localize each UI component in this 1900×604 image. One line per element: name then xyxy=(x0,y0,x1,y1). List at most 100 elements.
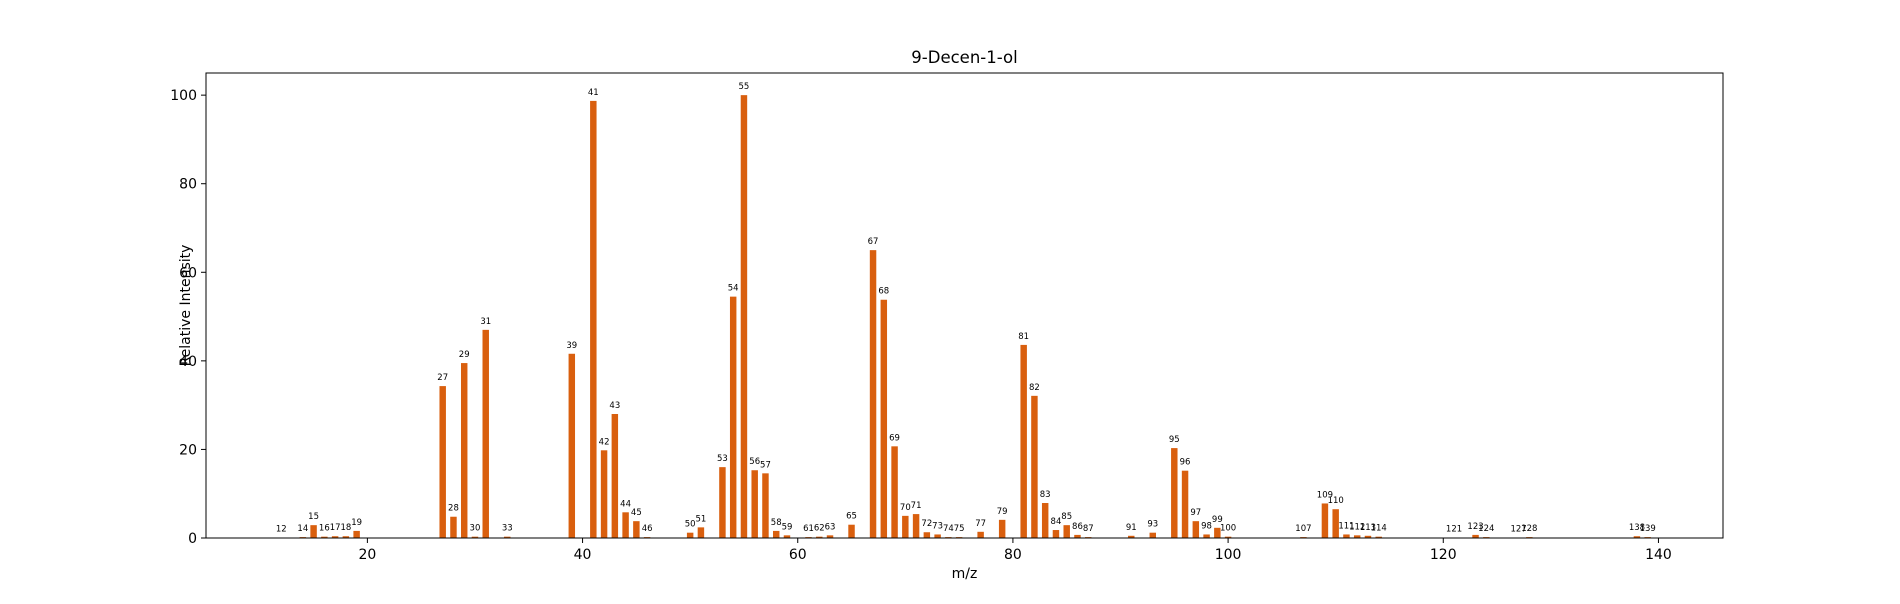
bar-label-mz-42: 42 xyxy=(599,437,610,447)
bar-label-mz-53: 53 xyxy=(717,454,728,464)
bar-mz-97 xyxy=(1193,521,1199,538)
bar-mz-15 xyxy=(310,525,316,538)
bar-label-mz-67: 67 xyxy=(868,237,879,247)
bar-label-mz-62: 62 xyxy=(814,524,825,534)
bar-label-mz-139: 139 xyxy=(1640,524,1656,534)
bar-mz-109 xyxy=(1322,503,1328,538)
bar-label-mz-77: 77 xyxy=(975,519,986,529)
bar-mz-50 xyxy=(687,533,693,538)
bar-label-mz-17: 17 xyxy=(330,523,341,533)
bar-label-mz-73: 73 xyxy=(932,521,943,531)
bar-label-mz-79: 79 xyxy=(997,507,1008,517)
bar-label-mz-110: 110 xyxy=(1328,496,1344,506)
bar-mz-65 xyxy=(848,525,854,538)
bar-mz-51 xyxy=(698,527,704,538)
bar-label-mz-54: 54 xyxy=(728,284,739,294)
y-tick-label: 100 xyxy=(170,88,197,104)
x-tick-label: 100 xyxy=(1215,547,1242,563)
bar-mz-67 xyxy=(870,250,876,538)
x-tick-label: 40 xyxy=(574,547,592,563)
bar-mz-72 xyxy=(924,532,930,538)
bar-label-mz-63: 63 xyxy=(825,522,836,532)
x-tick-label: 80 xyxy=(1004,547,1022,563)
bar-label-mz-45: 45 xyxy=(631,508,642,518)
bar-label-mz-57: 57 xyxy=(760,460,771,470)
bar-mz-84 xyxy=(1053,530,1059,538)
bar-mz-58 xyxy=(773,531,779,538)
bar-mz-68 xyxy=(881,300,887,538)
bar-label-mz-96: 96 xyxy=(1180,458,1191,468)
bar-mz-93 xyxy=(1150,533,1156,538)
bar-label-mz-55: 55 xyxy=(739,82,750,92)
bar-mz-95 xyxy=(1171,448,1177,538)
y-tick-label: 20 xyxy=(179,442,197,458)
bar-label-mz-85: 85 xyxy=(1061,512,1072,522)
bar-label-mz-97: 97 xyxy=(1190,508,1201,518)
bar-label-mz-100: 100 xyxy=(1220,524,1236,534)
bar-label-mz-46: 46 xyxy=(642,524,653,534)
bar-mz-77 xyxy=(977,532,983,538)
y-tick-label: 0 xyxy=(188,531,197,547)
bar-mz-39 xyxy=(569,354,575,538)
bar-label-mz-124: 124 xyxy=(1478,524,1494,534)
bar-mz-69 xyxy=(891,446,897,538)
bar-mz-85 xyxy=(1063,525,1069,538)
chart-title: 9-Decen-1-ol xyxy=(911,48,1017,67)
bar-mz-27 xyxy=(439,386,445,538)
bar-mz-79 xyxy=(999,520,1005,538)
bar-label-mz-28: 28 xyxy=(448,504,459,514)
bar-label-mz-33: 33 xyxy=(502,524,513,534)
bar-mz-19 xyxy=(353,531,359,538)
bar-label-mz-84: 84 xyxy=(1051,517,1062,527)
bar-mz-45 xyxy=(633,521,639,538)
bar-label-mz-29: 29 xyxy=(459,350,470,360)
bar-label-mz-87: 87 xyxy=(1083,524,1094,534)
bar-label-mz-27: 27 xyxy=(437,373,448,383)
bar-label-mz-121: 121 xyxy=(1446,525,1462,535)
bar-label-mz-95: 95 xyxy=(1169,435,1180,445)
bar-label-mz-93: 93 xyxy=(1147,520,1158,530)
bar-mz-111 xyxy=(1343,534,1349,538)
bar-label-mz-16: 16 xyxy=(319,524,330,534)
bar-label-mz-39: 39 xyxy=(566,341,577,351)
bar-label-mz-128: 128 xyxy=(1521,524,1537,534)
bar-mz-83 xyxy=(1042,503,1048,538)
bar-label-mz-91: 91 xyxy=(1126,523,1137,533)
bar-label-mz-12: 12 xyxy=(276,525,287,535)
bar-label-mz-98: 98 xyxy=(1201,521,1212,531)
bar-label-mz-19: 19 xyxy=(351,518,362,528)
bar-label-mz-75: 75 xyxy=(954,524,965,534)
bar-mz-98 xyxy=(1203,534,1209,538)
bar-label-mz-81: 81 xyxy=(1018,332,1029,342)
bar-label-mz-68: 68 xyxy=(878,287,889,297)
x-tick-label: 60 xyxy=(789,547,807,563)
bar-label-mz-83: 83 xyxy=(1040,490,1051,500)
bar-label-mz-61: 61 xyxy=(803,524,814,534)
bar-label-mz-41: 41 xyxy=(588,88,599,98)
bar-mz-54 xyxy=(730,297,736,538)
bar-mz-96 xyxy=(1182,471,1188,538)
x-tick-label: 120 xyxy=(1430,547,1457,563)
bar-label-mz-107: 107 xyxy=(1295,524,1311,534)
bar-mz-44 xyxy=(622,512,628,538)
bar-label-mz-86: 86 xyxy=(1072,522,1083,532)
bar-label-mz-51: 51 xyxy=(695,514,706,524)
bar-mz-71 xyxy=(913,514,919,538)
bar-mz-82 xyxy=(1031,396,1037,538)
bar-mz-43 xyxy=(612,414,618,538)
bar-label-mz-71: 71 xyxy=(911,501,922,511)
bar-label-mz-70: 70 xyxy=(900,503,911,513)
bar-label-mz-43: 43 xyxy=(609,401,620,411)
bar-label-mz-56: 56 xyxy=(749,457,760,467)
bar-label-mz-82: 82 xyxy=(1029,383,1040,393)
bar-mz-53 xyxy=(719,467,725,538)
bar-mz-56 xyxy=(751,470,757,538)
bar-label-mz-59: 59 xyxy=(782,522,793,532)
bar-mz-73 xyxy=(934,534,940,538)
bar-mz-81 xyxy=(1020,345,1026,538)
bar-mz-28 xyxy=(450,517,456,538)
bar-label-mz-44: 44 xyxy=(620,499,631,509)
